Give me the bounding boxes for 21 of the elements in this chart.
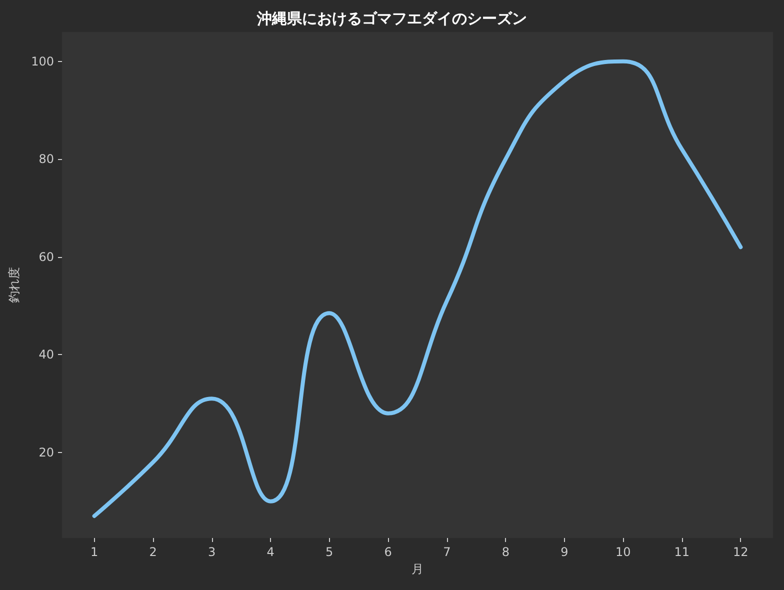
y-tick-label: 40 [38,348,54,362]
y-tick-label: 60 [38,250,54,264]
y-tick-label: 80 [38,152,54,166]
x-tick-label: 4 [266,545,274,559]
x-tick-label: 1 [90,545,98,559]
x-tick-label: 12 [733,545,748,559]
y-tick-label: 20 [38,445,54,460]
x-tick-label: 5 [326,545,334,559]
line-series [92,59,743,518]
x-tick-label: 10 [616,545,631,559]
x-tick-label: 7 [443,545,451,559]
x-tick-label: 3 [208,545,216,559]
x-axis-title: 月 [412,562,424,576]
x-tick-label: 9 [560,545,568,559]
y-axis-title: 釣れ度 [7,267,22,303]
x-tick-label: 2 [149,545,157,559]
y-tick-label: 100 [31,54,54,68]
x-tick-label: 8 [502,545,510,559]
chart-title: 沖縄県におけるゴマフエダイのシーズン [256,10,527,28]
x-tick-label: 6 [384,545,392,559]
x-tick-label: 11 [674,545,690,559]
